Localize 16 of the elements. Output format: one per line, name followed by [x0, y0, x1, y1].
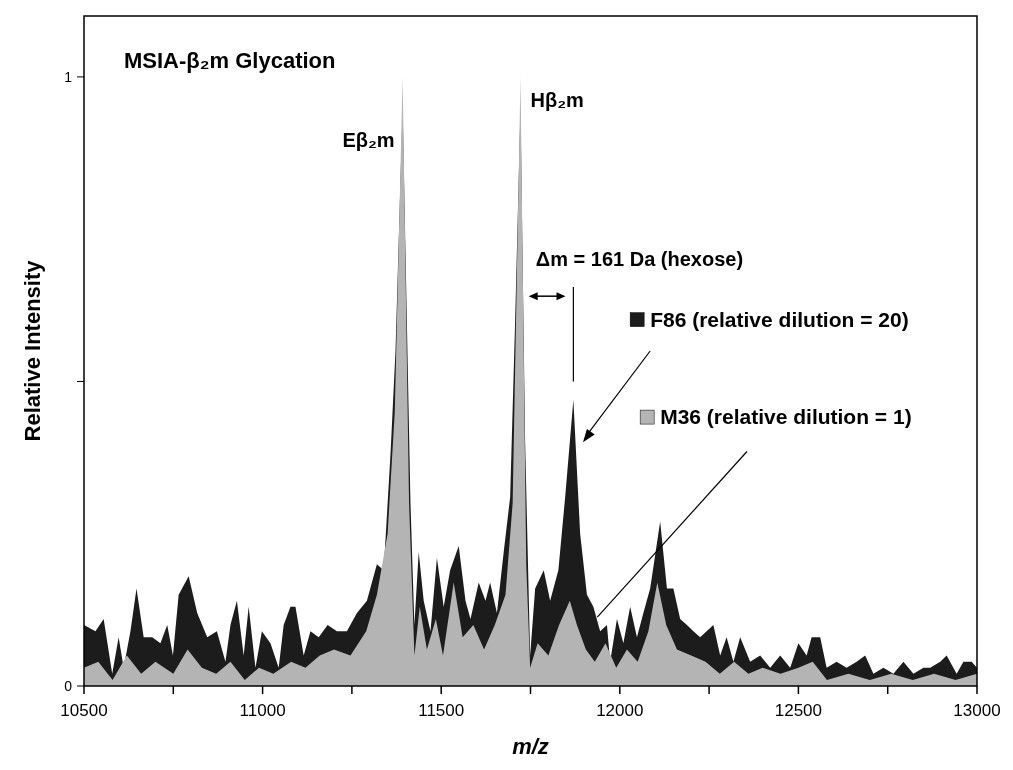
annotation: Eβ₂m	[342, 128, 395, 151]
legend-label: M36 (relative dilution = 1)	[660, 405, 912, 429]
x-tick-label: 12500	[774, 701, 823, 720]
y-axis-title: Relative Intensity	[20, 259, 45, 442]
legend-label: F86 (relative dilution = 20)	[650, 307, 909, 331]
text: MSIA-β₂m Glycation	[124, 48, 336, 73]
x-tick-label: 10500	[60, 701, 108, 720]
x-tick-label: 12000	[596, 701, 644, 720]
y-tick-label: 1	[64, 68, 73, 85]
annotation: Δm = 161 Da (hexose)	[535, 247, 744, 270]
x-axis-title: m/z	[512, 734, 549, 759]
x-tick-label: 13000	[953, 701, 1001, 720]
x-tick-label: 11500	[418, 701, 465, 720]
y-tick-label: 0	[64, 677, 73, 694]
annotation: Hβ₂m	[530, 88, 584, 111]
x-tick-label: 11000	[239, 701, 286, 720]
